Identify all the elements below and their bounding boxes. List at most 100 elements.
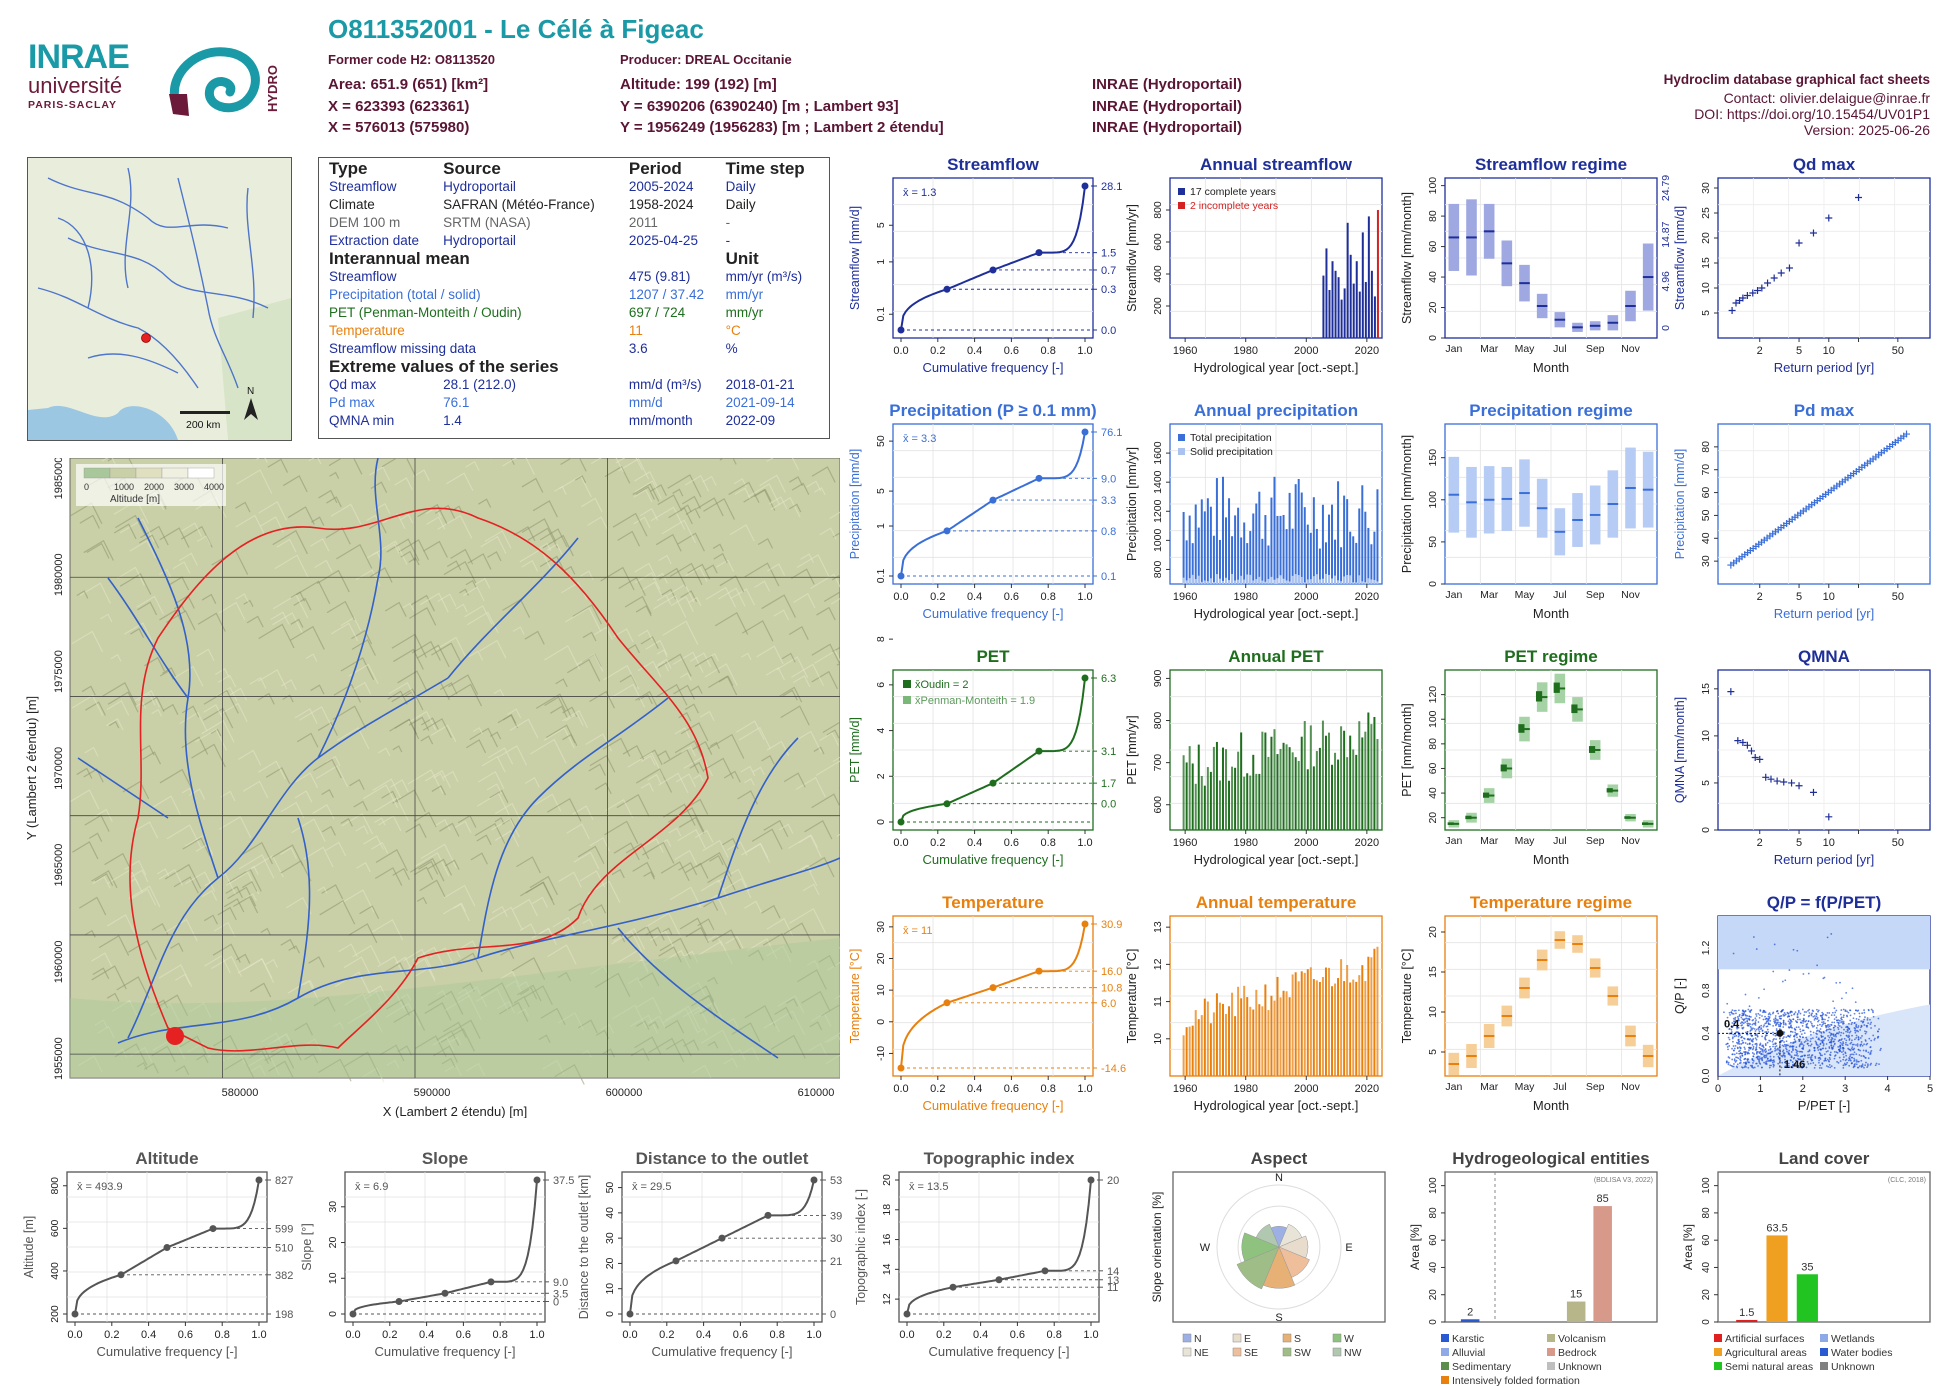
annual_precip-solid-bar (1300, 576, 1303, 584)
annual_temp-bar (1267, 1010, 1270, 1076)
hydrogeology-legend-label: Karstic (1452, 1333, 1484, 1345)
extreme-row: Pd max 76.1 mm/d 2021-09-14 (325, 394, 823, 412)
terrain-hatch (106, 914, 136, 934)
qp-point (1848, 1064, 1851, 1067)
terrain-hatch (369, 466, 391, 481)
x-tick-label: 1 (1757, 1083, 1763, 1095)
annual_pet-bar (1334, 752, 1337, 830)
y-tick-label: 400 (49, 1262, 61, 1280)
mean-unit: °C (725, 323, 741, 338)
qp-point (1736, 1063, 1739, 1066)
x-tick-label: 1980 (1233, 837, 1257, 849)
qp-point (1727, 1063, 1730, 1066)
terrain-hatch (436, 989, 447, 998)
terrain-hatch (555, 678, 568, 688)
annual_temp-bar (1300, 971, 1303, 1076)
qp-point (1733, 1047, 1736, 1050)
terrain-hatch (196, 648, 215, 662)
terrain-hatch (658, 567, 687, 587)
terrain-hatch (158, 868, 184, 886)
x-tick-label: 0.4 (973, 1329, 988, 1341)
annual_temp-bar (1264, 984, 1267, 1076)
landcover-legend-swatch (1820, 1362, 1828, 1370)
qp-point (1771, 1012, 1774, 1015)
terrain-hatch (557, 1012, 584, 1031)
qp-point (1796, 1053, 1799, 1055)
terrain-hatch (640, 755, 656, 766)
qp-point (1788, 1049, 1791, 1052)
qp-point (1833, 1050, 1836, 1053)
x-tick-label: 0.2 (930, 591, 945, 603)
qp-point (1801, 1051, 1804, 1053)
x-tick-label: 0.0 (622, 1329, 637, 1341)
y-tick-label: 16 (881, 1234, 893, 1246)
terrain-hatch (429, 947, 454, 964)
qp-point (1816, 1018, 1818, 1020)
annual_precip-solid-bar (1182, 577, 1185, 584)
annual_precip-solid-bar (1234, 580, 1237, 584)
terrain-hatch (408, 557, 420, 566)
terrain-hatch (119, 573, 152, 595)
altitude: Altitude: 199 (192) [m] (620, 76, 777, 93)
extreme-row-unit: mm/d (628, 395, 663, 410)
qp-point (1859, 1029, 1862, 1031)
qp-point (1737, 1009, 1740, 1012)
qp-point (1777, 1012, 1780, 1015)
qp-point (1846, 1061, 1849, 1064)
terrain-hatch (265, 958, 279, 968)
qp-point (1851, 1056, 1854, 1059)
terrain-hatch (480, 535, 507, 554)
y-tick-label: 80 (1427, 738, 1439, 750)
terrain-hatch (271, 844, 304, 866)
annual_precip-bar (1264, 515, 1267, 584)
qp-point (1746, 1030, 1749, 1033)
annual_pet-bar (1346, 757, 1349, 830)
annual_temp-bar (1334, 983, 1337, 1076)
qp-point (1768, 1066, 1771, 1069)
temp_cdf-right-tick-label: 30.9 (1101, 919, 1122, 931)
terrain-hatch (600, 1023, 615, 1034)
y-tick-label: 20 (875, 953, 887, 965)
terrain-hatch (780, 705, 810, 726)
annual_precip-bar (1270, 497, 1273, 584)
terrain-hatch (567, 658, 601, 682)
qp-point (1845, 1054, 1848, 1057)
terrain-hatch (238, 854, 275, 879)
qp-point (1830, 1065, 1833, 1068)
terrain-hatch (582, 631, 597, 642)
qp-point (1810, 1014, 1813, 1017)
annual_precip-solid-bar (1200, 581, 1203, 584)
terrain-hatch (767, 563, 786, 576)
annual_temp-xlabel: Hydrological year [oct.-sept.] (1194, 1098, 1359, 1113)
terrain-hatch (314, 559, 333, 573)
annual_temp-bar (1364, 981, 1367, 1076)
x-tick-label: 2020 (1355, 345, 1379, 357)
qp-point (1828, 1060, 1831, 1063)
streamflow_cdf-mean-label: x̄ = 1.3 (903, 187, 936, 199)
qp-point (1839, 981, 1841, 984)
qp-point (1837, 1048, 1840, 1051)
landcover-legend-swatch (1714, 1362, 1722, 1370)
terrain-hatch (282, 694, 294, 703)
qp-point (1784, 1044, 1787, 1046)
area: Area: 651.9 (651) [km²] (328, 76, 489, 93)
qp-point (1816, 1008, 1818, 1011)
streamflow_cdf-quantile-point (943, 285, 951, 293)
mean-row: Streamflow 475 (9.81) mm/yr (m³/s) (325, 268, 823, 286)
pet_cdf-right-tick-label: 1.7 (1101, 778, 1116, 790)
qp-point (1755, 1052, 1758, 1055)
qp-point (1827, 1028, 1830, 1031)
pet_cdf-right-tick-label: 3.1 (1101, 746, 1116, 758)
qp-point (1821, 1047, 1824, 1050)
terrain-hatch (223, 898, 245, 913)
precip_cdf-panel: Precipitation (P ≥ 0.1 mm)Cumulative fre… (848, 401, 1122, 621)
terrain-hatch (464, 605, 493, 625)
terrain-hatch (517, 1008, 530, 1017)
annual_pet-xlabel: Hydrological year [oct.-sept.] (1194, 852, 1359, 867)
terrain-hatch (424, 1002, 452, 1021)
terrain-hatch (770, 496, 801, 518)
terrain-hatch (340, 657, 375, 680)
altitude_cdf-quantile-point (209, 1225, 217, 1233)
terrain-hatch (420, 735, 434, 745)
